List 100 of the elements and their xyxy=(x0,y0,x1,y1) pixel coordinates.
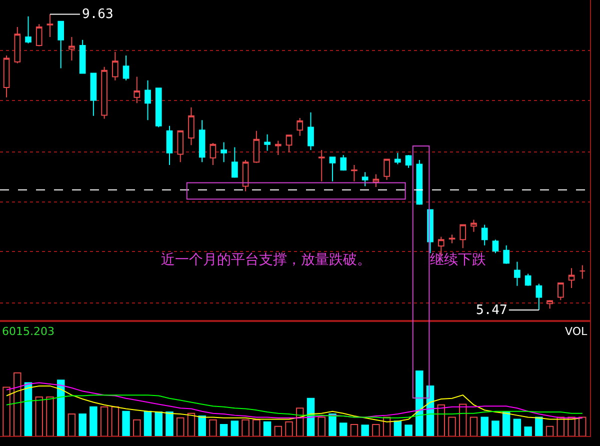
bar xyxy=(78,414,86,436)
bar xyxy=(372,424,380,436)
candlestick xyxy=(253,130,260,164)
candlestick xyxy=(579,264,586,280)
candlestick xyxy=(296,118,304,136)
candlestick xyxy=(90,72,97,116)
text: VOL xyxy=(565,325,588,338)
bar xyxy=(502,412,510,436)
bar xyxy=(285,421,293,436)
candlestick xyxy=(134,76,140,104)
bar xyxy=(46,396,54,436)
candlestick xyxy=(68,36,75,61)
bar xyxy=(318,416,326,436)
candlestick xyxy=(481,224,488,246)
candlestick xyxy=(220,142,227,163)
candlestick xyxy=(568,268,575,288)
annotation: 9.63 xyxy=(82,7,114,22)
candlestick xyxy=(36,24,42,47)
candlestick xyxy=(210,142,216,166)
bar xyxy=(166,412,174,436)
candlestick xyxy=(112,51,118,81)
candlestick xyxy=(275,140,282,156)
candlestick xyxy=(122,54,130,81)
candlestick xyxy=(242,160,249,192)
bar xyxy=(263,421,272,436)
bar xyxy=(459,404,467,436)
bar xyxy=(133,419,141,436)
candlestick xyxy=(448,234,456,244)
bar xyxy=(35,396,43,436)
candlestick xyxy=(166,125,173,166)
candlestick xyxy=(405,154,412,168)
bar xyxy=(350,424,358,436)
candlestick xyxy=(546,300,553,310)
candlestick xyxy=(144,80,151,121)
candlestick xyxy=(372,174,380,188)
candlestick xyxy=(340,154,347,172)
bar xyxy=(144,410,152,436)
candlestick xyxy=(177,130,184,163)
bar xyxy=(90,406,98,436)
bar xyxy=(437,404,446,436)
bar xyxy=(122,410,130,436)
annotation: 近一个月的平台支撑，放量跌破。 xyxy=(161,252,371,268)
candlestick xyxy=(558,282,564,301)
candlestick xyxy=(503,244,510,264)
bar xyxy=(546,426,554,436)
annotation: 继续下跌 xyxy=(430,252,486,268)
bar xyxy=(416,370,424,436)
candlestick xyxy=(79,39,86,74)
bar xyxy=(470,416,478,436)
bar xyxy=(209,419,217,436)
candlestick xyxy=(394,152,401,165)
candlestick xyxy=(524,273,532,286)
bar xyxy=(14,372,22,436)
candlestick xyxy=(155,88,162,128)
bar xyxy=(154,412,163,436)
candlestick xyxy=(58,20,64,69)
candlestick xyxy=(25,16,32,44)
candlestick xyxy=(46,14,54,38)
candlestick xyxy=(308,112,314,151)
bar xyxy=(176,417,184,436)
candlestick xyxy=(470,219,477,232)
candlestick xyxy=(264,134,270,152)
candlestick xyxy=(188,106,194,146)
bar xyxy=(220,424,228,436)
bar xyxy=(492,420,500,436)
candlestick xyxy=(329,156,336,182)
candlestick xyxy=(384,158,390,180)
bar xyxy=(339,422,348,436)
bar xyxy=(242,419,250,436)
candlestick xyxy=(232,146,238,178)
candlestick xyxy=(416,160,423,206)
candlestick xyxy=(536,283,542,311)
bar xyxy=(578,416,586,436)
text: 6015.203 xyxy=(2,325,54,338)
candlestick xyxy=(286,134,292,153)
bar xyxy=(394,420,402,436)
bar xyxy=(535,416,543,436)
bar xyxy=(274,426,282,436)
bar xyxy=(404,424,412,436)
bar xyxy=(56,380,65,436)
candlestick xyxy=(318,150,325,182)
bar xyxy=(230,420,239,436)
bar xyxy=(524,426,532,436)
candlestick xyxy=(460,224,466,249)
bar xyxy=(480,416,488,436)
bar xyxy=(111,406,120,436)
bar xyxy=(198,415,206,436)
bar xyxy=(68,414,76,436)
bar xyxy=(328,414,336,436)
candlestick xyxy=(514,261,520,286)
bar xyxy=(513,418,522,436)
candlestick xyxy=(198,120,206,163)
bar xyxy=(252,419,260,436)
bar xyxy=(187,412,196,436)
bar xyxy=(448,416,456,436)
bar xyxy=(2,386,10,436)
candlestick xyxy=(492,239,499,254)
candlestick xyxy=(362,172,368,187)
bar xyxy=(24,382,32,436)
candlestick xyxy=(3,54,10,98)
